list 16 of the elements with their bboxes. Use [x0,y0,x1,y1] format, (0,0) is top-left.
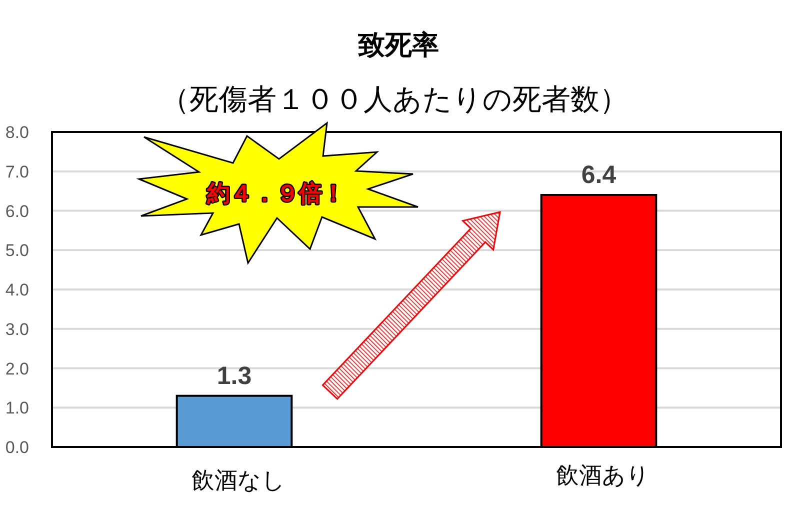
y-tick-label: 6.0 [5,202,29,221]
chart-title: 致死率 [357,30,439,60]
y-tick-label: 7.0 [5,162,29,182]
y-tick-label: 4.0 [5,280,29,300]
y-tick-label: 0.0 [5,438,29,457]
y-tick-label: 3.0 [5,320,29,339]
annotation: 約４．９倍！ [206,180,345,206]
chart-subtitle: （死傷者１００人あたりの死者数） [160,84,628,116]
y-tick-label: 1.0 [5,398,29,418]
data-label: 6.4 [581,161,616,189]
y-tick-label: 2.0 [5,359,29,378]
y-tick-label: 5.0 [5,241,29,260]
data-label: 1.3 [216,362,252,390]
y-tick-label: 8.0 [5,123,29,142]
x-tick-label: 飲酒あり [556,462,650,488]
x-tick-label: 飲酒なし [191,467,286,493]
